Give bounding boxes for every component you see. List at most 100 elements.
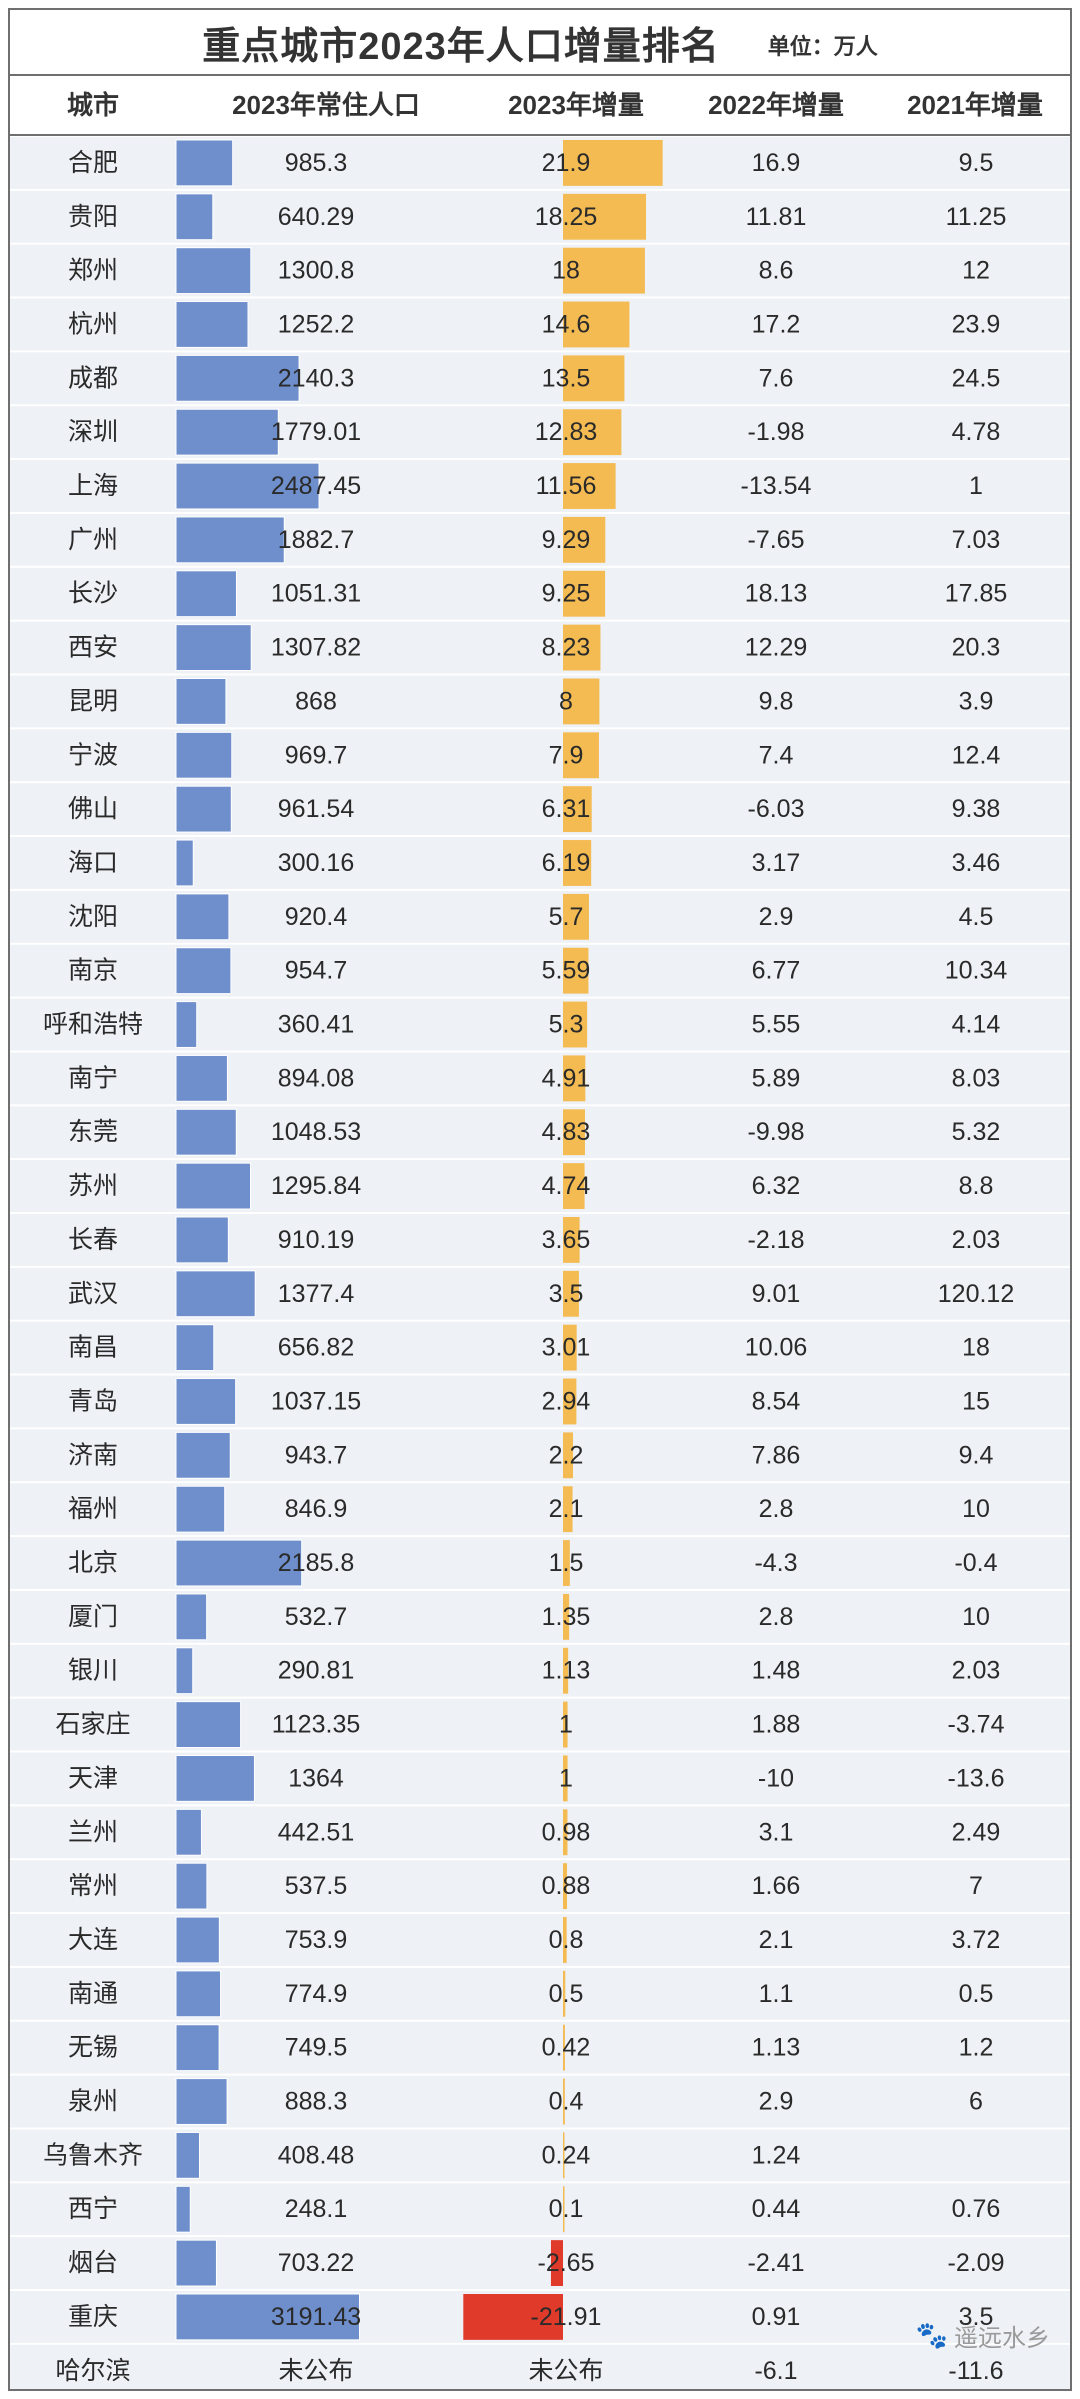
population-bar — [175, 785, 232, 833]
population-bar — [175, 1862, 208, 1910]
population-bar — [175, 1647, 194, 1695]
population-bar — [175, 139, 234, 187]
increment-2021-value: -3.74 — [948, 1711, 1005, 1739]
population-bar — [175, 1916, 220, 1964]
city-label: 武汉 — [68, 1280, 118, 1308]
increment-2022-value: -2.41 — [748, 2249, 805, 2277]
increment-bar — [563, 678, 600, 725]
population-value: 846.9 — [285, 1495, 348, 1523]
population-bar — [175, 354, 300, 402]
population-value: 300.16 — [278, 849, 354, 877]
population-value: 248.1 — [285, 2195, 348, 2223]
increment-bar — [563, 1540, 570, 1586]
increment-2021-value: 10 — [962, 1603, 990, 1631]
city-label: 烟台 — [68, 2249, 118, 2277]
population-value: 969.7 — [285, 741, 348, 769]
city-label: 南通 — [68, 1980, 118, 2008]
table-row — [10, 1483, 1070, 1536]
city-label: 青岛 — [68, 1387, 118, 1415]
population-value: 2487.45 — [271, 472, 361, 500]
table-row — [10, 1698, 1070, 1751]
chart-title: 重点城市2023年人口增量排名 — [202, 25, 720, 68]
watermark: 🐾 遥远水乡 — [916, 2318, 1050, 2353]
increment-2022-value: 8.54 — [752, 1387, 801, 1415]
table-row — [10, 783, 1070, 836]
population-bar — [175, 1539, 303, 1587]
table-body-chart: 合肥 985.3 21.9 16.9 9.5贵阳 640.29 18.25 11.81 11.2… — [10, 137, 1070, 2389]
table-row — [10, 675, 1070, 728]
city-label: 厦门 — [68, 1603, 118, 1631]
increment-2022-value: 0.91 — [752, 2303, 801, 2331]
increment-2023-value: 13.5 — [542, 364, 591, 392]
population-bar — [175, 1970, 222, 2018]
increment-2023-value: 0.42 — [542, 2034, 591, 2062]
increment-bar — [563, 1701, 568, 1748]
increment-2021-value: 4.5 — [959, 903, 994, 931]
population-bar — [175, 2078, 228, 2125]
population-value: 920.4 — [285, 903, 348, 931]
increment-2021-value: -0.4 — [954, 1549, 997, 1577]
table-row — [10, 298, 1070, 351]
increment-2022-value: 2.9 — [759, 903, 794, 931]
increment-2022-value: 6.32 — [752, 1172, 801, 1200]
increment-2023-value: 9.25 — [542, 580, 591, 608]
population-value: 1364 — [288, 1764, 344, 1792]
increment-2022-value: -10 — [758, 1764, 794, 1792]
city-label: 常州 — [68, 1872, 118, 1900]
increment-2021-value: 17.85 — [945, 580, 1008, 608]
increment-2023-value: 1.35 — [542, 1603, 591, 1631]
population-bar — [175, 1701, 242, 1749]
population-value: 961.54 — [278, 795, 355, 823]
table-row — [10, 621, 1070, 674]
increment-bar — [563, 1917, 567, 1963]
table-row — [10, 352, 1070, 405]
population-value: 954.7 — [285, 957, 348, 985]
increment-2022-value: 7.4 — [759, 741, 794, 769]
increment-2021-value: 15 — [962, 1387, 990, 1415]
increment-2021-value: 2.49 — [952, 1818, 1001, 1846]
increment-bar — [563, 893, 589, 940]
increment-bar — [563, 1217, 580, 1263]
table-row — [10, 1375, 1070, 1428]
city-label: 昆明 — [68, 687, 118, 715]
increment-bar — [563, 2186, 565, 2233]
table-row — [10, 729, 1070, 782]
city-label: 无锡 — [68, 2034, 118, 2062]
increment-2021-value: 9.5 — [959, 149, 994, 177]
table-row — [10, 244, 1070, 297]
population-value: 774.9 — [285, 1980, 348, 2008]
population-bar — [175, 1431, 231, 1479]
population-value: 1779.01 — [271, 418, 361, 446]
increment-2023-value: 4.83 — [542, 1118, 591, 1146]
city-label: 重庆 — [68, 2303, 118, 2331]
population-value: 1307.82 — [271, 634, 361, 662]
city-label: 海口 — [68, 849, 118, 877]
increment-bar — [563, 409, 622, 456]
city-label: 北京 — [68, 1549, 118, 1577]
city-label: 苏州 — [68, 1172, 118, 1200]
increment-2022-value: 3.17 — [752, 849, 801, 877]
population-value: 1037.15 — [271, 1387, 361, 1415]
increment-2021-value: 9.4 — [959, 1441, 994, 1469]
increment-2021-value: 4.78 — [952, 418, 1001, 446]
increment-2023-value: 1.13 — [542, 1657, 591, 1685]
table-row — [10, 1160, 1070, 1212]
paw-icon: 🐾 — [915, 2320, 948, 2350]
table-row — [10, 1267, 1070, 1320]
increment-bar — [563, 786, 592, 833]
city-label: 南宁 — [68, 1064, 118, 1092]
city-label: 杭州 — [68, 310, 118, 338]
population-bar — [175, 1108, 237, 1156]
increment-bar — [563, 1486, 573, 1533]
increment-bar — [563, 840, 592, 886]
increment-bar — [550, 2240, 563, 2286]
increment-2022-value: 7.6 — [759, 364, 794, 392]
population-bar — [175, 1162, 252, 1210]
table-row — [10, 2344, 1070, 2389]
increment-2021-value: 6 — [969, 2088, 983, 2116]
population-bar — [175, 1270, 256, 1318]
increment-2021-value: 8.03 — [952, 1064, 1001, 1092]
increment-2022-value: 8.6 — [759, 257, 794, 285]
increment-2021-value: 3.9 — [959, 687, 994, 715]
population-value: 640.29 — [278, 203, 354, 231]
